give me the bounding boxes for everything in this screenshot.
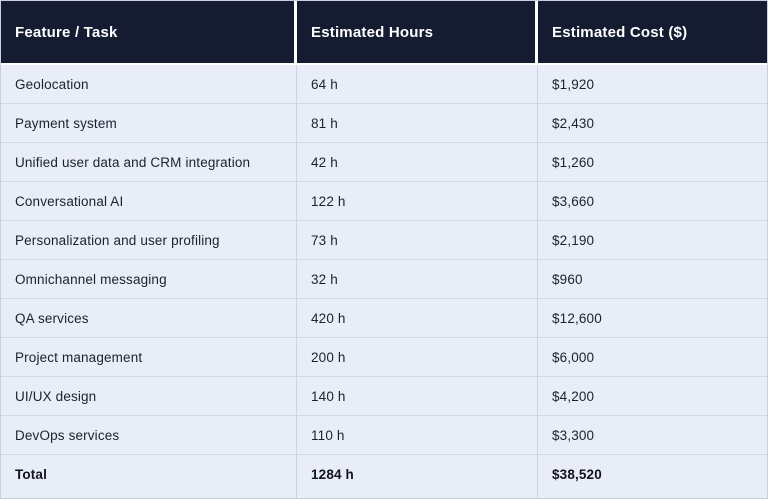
table-row: Omnichannel messaging 32 h $960	[1, 260, 767, 299]
total-row: Total 1284 h $38,520	[1, 455, 767, 498]
cell-feature: DevOps services	[1, 416, 297, 455]
cell-cost: $6,000	[538, 338, 767, 377]
cell-hours: 140 h	[297, 377, 538, 416]
table-row: QA services 420 h $12,600	[1, 299, 767, 338]
cell-hours: 420 h	[297, 299, 538, 338]
cell-feature: Unified user data and CRM integration	[1, 143, 297, 182]
cell-cost: $1,260	[538, 143, 767, 182]
header-cell-hours: Estimated Hours	[297, 1, 538, 65]
table-row: Unified user data and CRM integration 42…	[1, 143, 767, 182]
cell-feature: Project management	[1, 338, 297, 377]
cell-cost: $3,300	[538, 416, 767, 455]
total-hours: 1284 h	[297, 455, 538, 498]
cell-cost: $4,200	[538, 377, 767, 416]
table-row: Conversational AI 122 h $3,660	[1, 182, 767, 221]
cell-feature: UI/UX design	[1, 377, 297, 416]
cell-hours: 81 h	[297, 104, 538, 143]
total-label: Total	[1, 455, 297, 498]
cell-hours: 42 h	[297, 143, 538, 182]
cell-cost: $960	[538, 260, 767, 299]
table-row: Geolocation 64 h $1,920	[1, 65, 767, 104]
cell-cost: $1,920	[538, 65, 767, 104]
table-row: Personalization and user profiling 73 h …	[1, 221, 767, 260]
cell-feature: Omnichannel messaging	[1, 260, 297, 299]
cell-feature: QA services	[1, 299, 297, 338]
cell-hours: 73 h	[297, 221, 538, 260]
cell-hours: 64 h	[297, 65, 538, 104]
table-row: UI/UX design 140 h $4,200	[1, 377, 767, 416]
table-body: Geolocation 64 h $1,920 Payment system 8…	[1, 65, 767, 455]
header-cell-cost: Estimated Cost ($)	[538, 1, 767, 65]
cell-cost: $3,660	[538, 182, 767, 221]
table-row: Project management 200 h $6,000	[1, 338, 767, 377]
cell-cost: $2,190	[538, 221, 767, 260]
cell-cost: $12,600	[538, 299, 767, 338]
cell-hours: 32 h	[297, 260, 538, 299]
table-row: DevOps services 110 h $3,300	[1, 416, 767, 455]
cell-hours: 122 h	[297, 182, 538, 221]
table-header: Feature / Task Estimated Hours Estimated…	[1, 1, 767, 65]
cell-cost: $2,430	[538, 104, 767, 143]
cell-feature: Conversational AI	[1, 182, 297, 221]
cell-feature: Payment system	[1, 104, 297, 143]
cell-hours: 200 h	[297, 338, 538, 377]
table-row: Payment system 81 h $2,430	[1, 104, 767, 143]
cell-feature: Personalization and user profiling	[1, 221, 297, 260]
cell-feature: Geolocation	[1, 65, 297, 104]
total-cost: $38,520	[538, 455, 767, 498]
cell-hours: 110 h	[297, 416, 538, 455]
header-cell-feature: Feature / Task	[1, 1, 297, 65]
